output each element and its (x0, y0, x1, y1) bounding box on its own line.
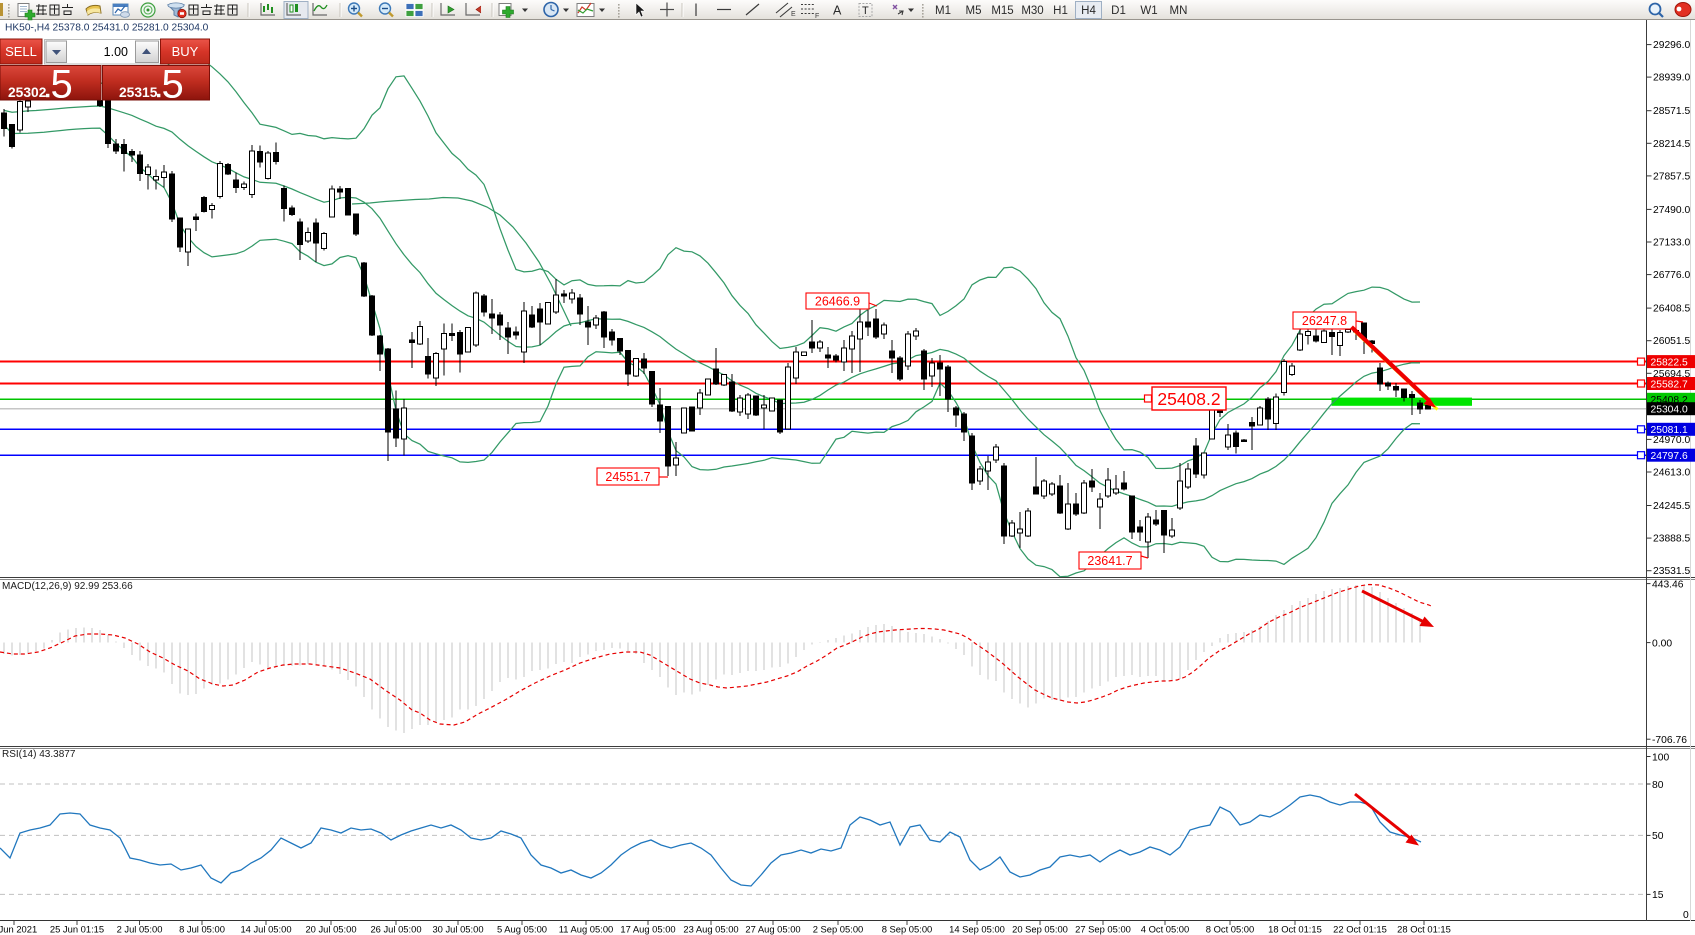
svg-text:11 Aug 05:00: 11 Aug 05:00 (559, 924, 614, 935)
svg-text:27133.0: 27133.0 (1653, 238, 1690, 249)
svg-text:24613.0: 24613.0 (1653, 468, 1690, 479)
svg-text:RSI(14) 43.3877: RSI(14) 43.3877 (2, 749, 76, 760)
svg-text:80: 80 (1652, 780, 1664, 791)
svg-text:26247.8: 26247.8 (1302, 314, 1347, 328)
svg-text:1.00: 1.00 (104, 45, 128, 59)
svg-text:15: 15 (1652, 890, 1664, 901)
svg-text:5 Aug 05:00: 5 Aug 05:00 (497, 924, 547, 935)
svg-text:-706.76: -706.76 (1652, 735, 1687, 746)
svg-text:27 Aug 05:00: 27 Aug 05:00 (745, 924, 800, 935)
svg-text:50: 50 (1652, 831, 1664, 842)
svg-text:26 Jul 05:00: 26 Jul 05:00 (370, 924, 421, 935)
svg-text:24245.5: 24245.5 (1653, 501, 1690, 512)
svg-text:H1: H1 (1053, 5, 1068, 17)
svg-text:4 Oct 05:00: 4 Oct 05:00 (1141, 924, 1189, 935)
svg-text:MACD(12,26,9) 92.99 253.66: MACD(12,26,9) 92.99 253.66 (2, 581, 133, 592)
svg-text:26051.5: 26051.5 (1653, 336, 1690, 347)
svg-text:D1: D1 (1111, 5, 1126, 17)
svg-text:28 Oct 01:15: 28 Oct 01:15 (1397, 924, 1451, 935)
svg-text:26466.9: 26466.9 (815, 295, 860, 309)
svg-text:17 Aug 05:00: 17 Aug 05:00 (620, 924, 675, 935)
svg-text:BUY: BUY (172, 44, 199, 59)
svg-text:25694.5: 25694.5 (1653, 369, 1690, 380)
svg-text:18 Oct 01:15: 18 Oct 01:15 (1268, 924, 1322, 935)
svg-text:0: 0 (1683, 910, 1689, 921)
svg-text:25822.5: 25822.5 (1651, 357, 1688, 368)
svg-text:27490.0: 27490.0 (1653, 205, 1690, 216)
svg-text:28571.5: 28571.5 (1653, 106, 1690, 117)
svg-text:27 Sep 05:00: 27 Sep 05:00 (1075, 924, 1131, 935)
svg-text:M5: M5 (966, 5, 982, 17)
svg-text:0.00: 0.00 (1652, 638, 1672, 649)
svg-text:HK50-,H4 25378.0 25431.0 2528: HK50-,H4 25378.0 25431.0 25281.0 25304.0 (5, 23, 209, 34)
svg-text:23888.5: 23888.5 (1653, 534, 1690, 545)
svg-text:M30: M30 (1021, 5, 1043, 17)
svg-text:5: 5 (51, 63, 73, 107)
svg-text:14 Sep 05:00: 14 Sep 05:00 (949, 924, 1005, 935)
svg-text:23531.5: 23531.5 (1653, 566, 1690, 577)
svg-text:23 Aug 05:00: 23 Aug 05:00 (683, 924, 738, 935)
svg-text:2 Sep 05:00: 2 Sep 05:00 (813, 924, 864, 935)
svg-text:27857.5: 27857.5 (1653, 171, 1690, 182)
svg-text:25582.7: 25582.7 (1651, 379, 1688, 390)
svg-text:25304.0: 25304.0 (1651, 405, 1688, 416)
svg-text:8 Sep 05:00: 8 Sep 05:00 (882, 924, 933, 935)
svg-text:F: F (815, 13, 819, 20)
svg-text:MN: MN (1170, 5, 1188, 17)
svg-text:25081.1: 25081.1 (1651, 425, 1688, 436)
svg-text:2 Jul 05:00: 2 Jul 05:00 (117, 924, 163, 935)
svg-text:1 Jun 2021: 1 Jun 2021 (0, 924, 37, 935)
svg-text:8 Oct 05:00: 8 Oct 05:00 (1206, 924, 1254, 935)
svg-text:30 Jul 05:00: 30 Jul 05:00 (432, 924, 483, 935)
svg-text:22 Oct 01:15: 22 Oct 01:15 (1333, 924, 1387, 935)
svg-text:A: A (833, 4, 842, 18)
svg-text:24797.6: 24797.6 (1651, 451, 1688, 462)
svg-text:H4: H4 (1081, 5, 1096, 17)
svg-text:28214.5: 28214.5 (1653, 139, 1690, 150)
svg-text:23641.7: 23641.7 (1087, 554, 1132, 568)
svg-text:26408.5: 26408.5 (1653, 304, 1690, 315)
svg-text:25302: 25302 (8, 85, 47, 100)
svg-text:25315: 25315 (119, 85, 158, 100)
svg-text:20 Sep 05:00: 20 Sep 05:00 (1012, 924, 1068, 935)
svg-text:T: T (862, 5, 869, 17)
svg-text:SELL: SELL (5, 44, 37, 59)
svg-text:W1: W1 (1140, 5, 1157, 17)
svg-text:5: 5 (162, 63, 184, 107)
svg-text:M1: M1 (935, 5, 951, 17)
svg-text:28939.0: 28939.0 (1653, 73, 1690, 84)
svg-text:14 Jul 05:00: 14 Jul 05:00 (240, 924, 291, 935)
svg-text:26776.0: 26776.0 (1653, 270, 1690, 281)
svg-text:25408.2: 25408.2 (1651, 395, 1688, 406)
svg-text:M15: M15 (991, 5, 1013, 17)
svg-text:24970.0: 24970.0 (1653, 435, 1690, 446)
svg-text:8 Jul 05:00: 8 Jul 05:00 (179, 924, 225, 935)
svg-text:25 Jun 01:15: 25 Jun 01:15 (50, 924, 104, 935)
svg-text:20 Jul 05:00: 20 Jul 05:00 (305, 924, 356, 935)
svg-text:100: 100 (1652, 752, 1669, 763)
svg-text:443.46: 443.46 (1652, 579, 1684, 590)
svg-text:24551.7: 24551.7 (605, 470, 650, 484)
svg-text:E: E (791, 11, 796, 18)
svg-text:25408.2: 25408.2 (1157, 389, 1220, 409)
svg-text:29296.0: 29296.0 (1653, 40, 1690, 51)
